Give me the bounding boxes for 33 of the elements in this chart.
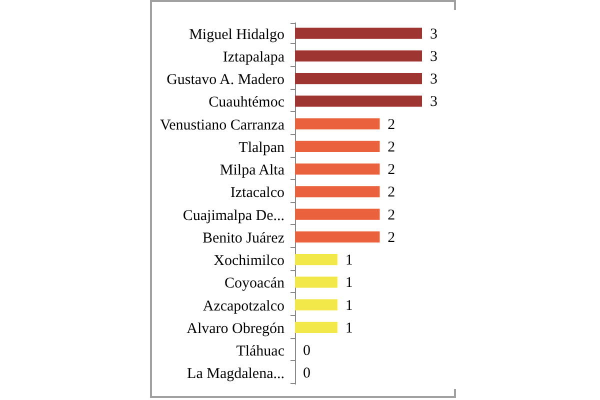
data-label: 2 xyxy=(388,162,396,178)
y-tick-label: Xochimilco xyxy=(214,253,284,270)
data-label: 0 xyxy=(303,366,310,382)
data-label: 3 xyxy=(430,94,438,110)
data-label: 2 xyxy=(388,139,396,156)
data-label: 1 xyxy=(345,275,353,292)
y-tick-label: Gustavo A. Madero xyxy=(166,72,284,88)
data-label: 1 xyxy=(345,298,353,314)
y-tick-label: Tláhuac xyxy=(236,344,285,360)
y-tick-label: Tlalpan xyxy=(238,140,285,156)
data-label: 0 xyxy=(303,343,310,360)
y-tick-label: Azcapotzalco xyxy=(202,298,284,314)
data-label: 3 xyxy=(430,26,438,42)
data-label: 2 xyxy=(388,184,396,201)
y-tick-label: Iztacalco xyxy=(230,185,284,202)
y-tick-label: Coyoacán xyxy=(224,276,285,292)
data-label: 3 xyxy=(430,72,438,88)
data-label: 2 xyxy=(388,207,396,224)
y-tick-label: La Magdalena... xyxy=(187,366,284,382)
data-label: 2 xyxy=(388,116,396,133)
y-tick-label: Cuauhtémoc xyxy=(208,94,285,111)
data-label: 1 xyxy=(345,320,353,336)
y-tick-label: Milpa Alta xyxy=(220,162,285,179)
y-tick-label: Miguel Hidalgo xyxy=(189,26,284,43)
chart-frame: Miguel Hidalgo Iztapalapa Gustavo A. Madero Cuauhtémoc Venustiano Carranza Tlalpan Milpa Alta Iztacalco Cuajimalpa De... Benito Juárez Xochimilco Coyoacán Azcapotzalco Alvaro Obregón Tláhuac La Magdalena... 3 3 3 3 2 2 2 2 2 2 1 1 1 1 0 0 xyxy=(150,0,456,398)
data-label: 1 xyxy=(345,252,353,269)
y-tick-label: Cuajimalpa De... xyxy=(182,208,284,224)
y-tick-label: Alvaro Obregón xyxy=(186,320,285,337)
data-label: 3 xyxy=(430,48,438,65)
y-tick-label: Iztapalapa xyxy=(222,49,285,66)
data-label: 2 xyxy=(388,230,396,246)
y-tick-label: Venustiano Carranza xyxy=(160,117,285,134)
y-tick-label: Benito Juárez xyxy=(202,230,285,246)
